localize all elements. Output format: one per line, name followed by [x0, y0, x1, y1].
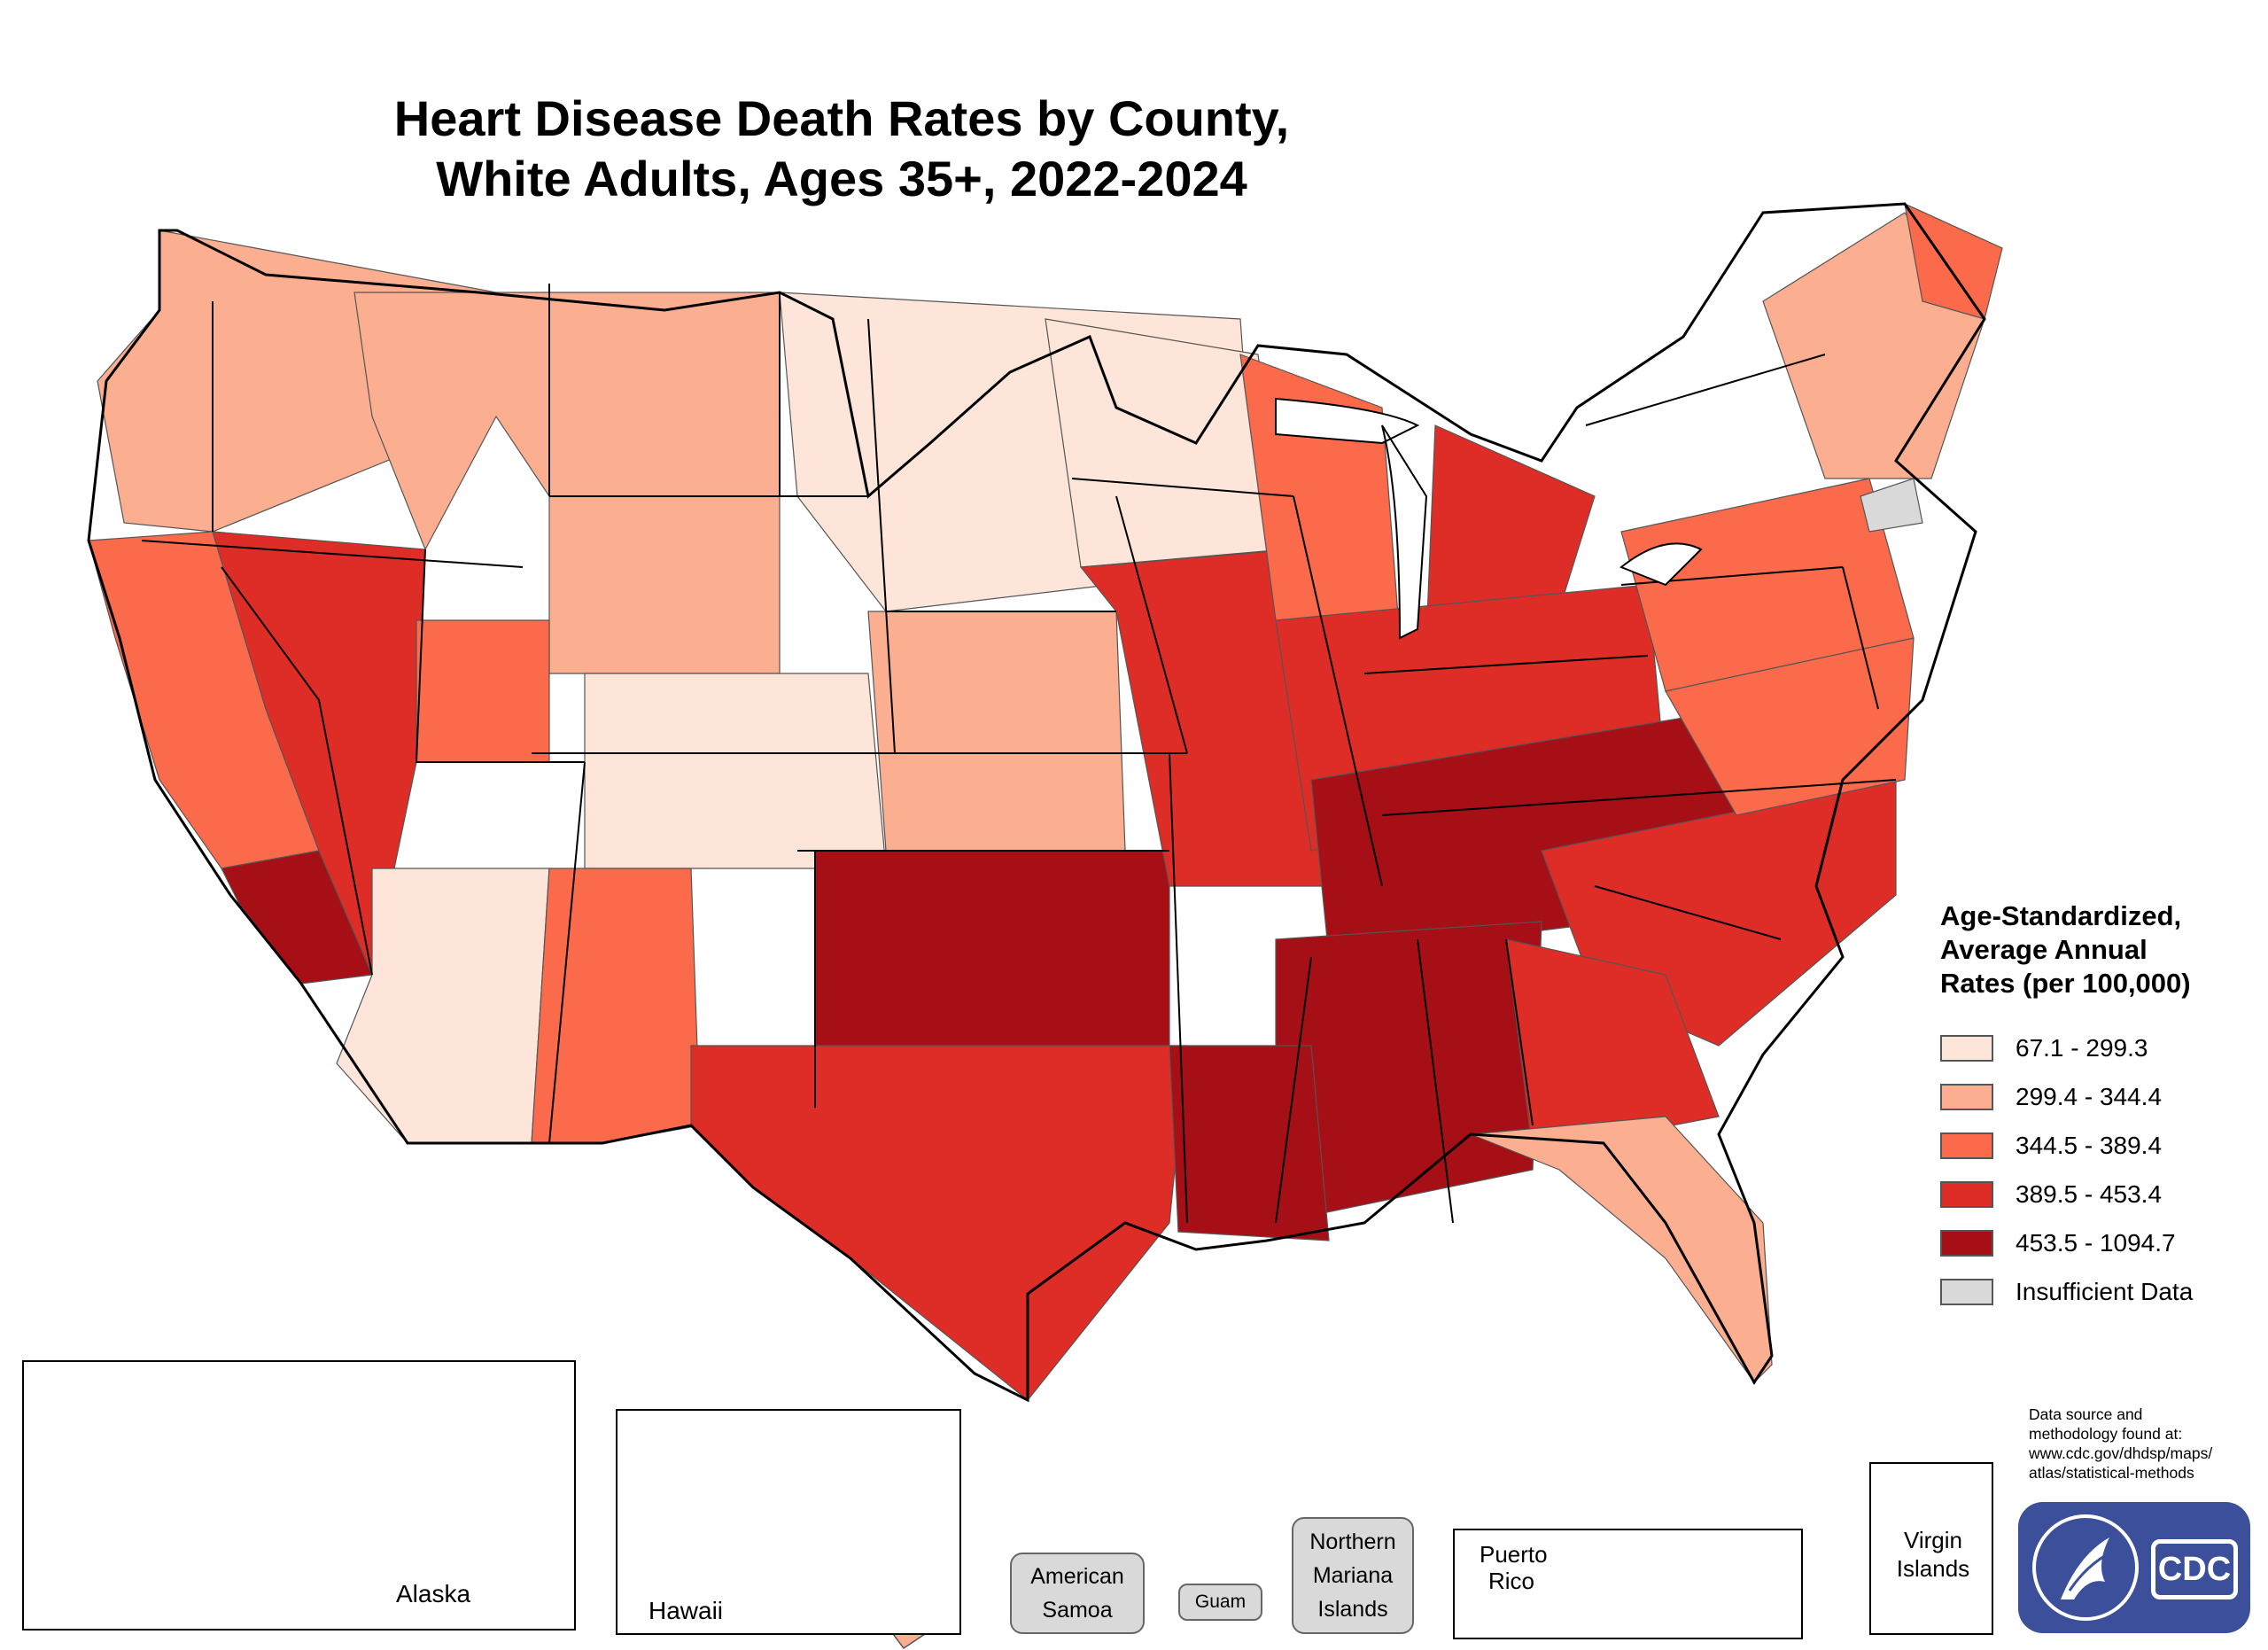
- region-texas: [690, 1045, 1188, 1401]
- region-utah: [416, 619, 550, 763]
- contiguous-us-outline: [87, 202, 1986, 1403]
- source-line: Data source and: [2029, 1405, 2143, 1423]
- region-connecticut: [1860, 478, 1923, 533]
- northern-mariana-islands-box: Northern Mariana Islands: [1292, 1517, 1414, 1634]
- virgin-islands-inset: Virgin Islands: [1869, 1462, 1993, 1635]
- region-florida: [1470, 1116, 1773, 1383]
- alaska-label: Alaska: [396, 1580, 471, 1607]
- source-line: www.cdc.gov/dhdsp/maps/: [2029, 1444, 2213, 1462]
- legend-swatch: [1940, 1278, 1993, 1305]
- region-kansas-and-nebraska: [867, 611, 1126, 852]
- region-colorado: [584, 673, 887, 869]
- legend: Age-Standardized, Average Annual Rates (…: [1940, 899, 2259, 1316]
- data-source-note: Data source and methodology found at: ww…: [2029, 1405, 2259, 1483]
- legend-label: 67.1 - 299.3: [2016, 1033, 2148, 1062]
- region-southern-california: [221, 850, 373, 985]
- region-new-mexico: [531, 868, 701, 1144]
- legend-swatch: [1940, 1083, 1993, 1110]
- virgin-islands-label: Virgin Islands: [1889, 1526, 1977, 1583]
- hhs-seal-icon: [2032, 1514, 2139, 1621]
- legend-title-line: Rates (per 100,000): [1940, 968, 2191, 999]
- legend-swatch: [1940, 1229, 1993, 1257]
- american-samoa-box: American Samoa: [1010, 1553, 1145, 1634]
- map-title: Heart Disease Death Rates by County, Whi…: [0, 89, 1683, 209]
- american-samoa-label-line: Samoa: [1042, 1598, 1113, 1623]
- source-line: atlas/statistical-methods: [2029, 1464, 2194, 1482]
- puerto-rico-inset: Puerto Rico: [1453, 1529, 1803, 1639]
- legend-label: Insufficient Data: [2016, 1277, 2194, 1305]
- region-mid-atlantic: [1620, 478, 1915, 692]
- legend-item: 453.5 - 1094.7: [1940, 1218, 2259, 1267]
- northern-mariana-label-line: Northern: [1309, 1529, 1396, 1554]
- virgin-islands-label-line: Islands: [1896, 1555, 1970, 1582]
- legend-label: 389.5 - 453.4: [2016, 1179, 2163, 1208]
- legend-item: Insufficient Data: [1940, 1267, 2259, 1316]
- hawaii-inset: Hawaii: [616, 1409, 961, 1635]
- map-regions: [88, 202, 2003, 1401]
- region-oklahoma: [814, 850, 1170, 1047]
- legend-title-line: Average Annual: [1940, 934, 2148, 965]
- region-wyoming: [548, 495, 781, 674]
- hawaii-label: Hawaii: [649, 1597, 724, 1624]
- northern-mariana-label-line: Mariana: [1312, 1563, 1394, 1588]
- legend-label: 299.4 - 344.4: [2016, 1082, 2163, 1110]
- legend-item: 67.1 - 299.3: [1940, 1023, 2259, 1072]
- legend-swatch: [1940, 1034, 1993, 1062]
- guam-label: Guam: [1194, 1592, 1247, 1612]
- puerto-rico-label-line: Rico: [1488, 1568, 1535, 1594]
- legend-swatch: [1940, 1180, 1993, 1208]
- legend-item: 389.5 - 453.4: [1940, 1170, 2259, 1218]
- legend-title-line: Age-Standardized,: [1940, 900, 2182, 931]
- title-line-1: Heart Disease Death Rates by County,: [393, 90, 1290, 146]
- great-lakes: [1275, 397, 1703, 640]
- source-line: methodology found at:: [2029, 1425, 2183, 1443]
- title-line-2: White Adults, Ages 35+, 2022-2024: [436, 151, 1247, 206]
- region-georgia: [1505, 938, 1720, 1153]
- state-borders: [141, 284, 1897, 1224]
- northern-mariana-label-line: Islands: [1317, 1597, 1388, 1622]
- cdc-wordmark: CDC: [2151, 1539, 2238, 1599]
- alaska-inset: Alaska: [22, 1360, 576, 1631]
- legend-label: 453.5 - 1094.7: [2016, 1228, 2176, 1257]
- virgin-islands-label-line: Virgin: [1903, 1527, 1962, 1553]
- cdc-logo: CDC: [2018, 1502, 2250, 1633]
- legend-item: 299.4 - 344.4: [1940, 1072, 2259, 1121]
- region-louisiana: [1169, 1045, 1330, 1241]
- legend-label: 344.5 - 389.4: [2016, 1131, 2163, 1159]
- american-samoa-label-line: American: [1030, 1564, 1124, 1589]
- legend-title: Age-Standardized, Average Annual Rates (…: [1940, 899, 2259, 1000]
- puerto-rico-label: Puerto Rico: [1480, 1541, 1548, 1594]
- legend-swatch: [1940, 1132, 1993, 1159]
- region-minnesota: [1045, 318, 1285, 568]
- puerto-rico-label-line: Puerto: [1480, 1541, 1548, 1568]
- legend-item: 344.5 - 389.4: [1940, 1121, 2259, 1170]
- guam-box: Guam: [1178, 1584, 1262, 1621]
